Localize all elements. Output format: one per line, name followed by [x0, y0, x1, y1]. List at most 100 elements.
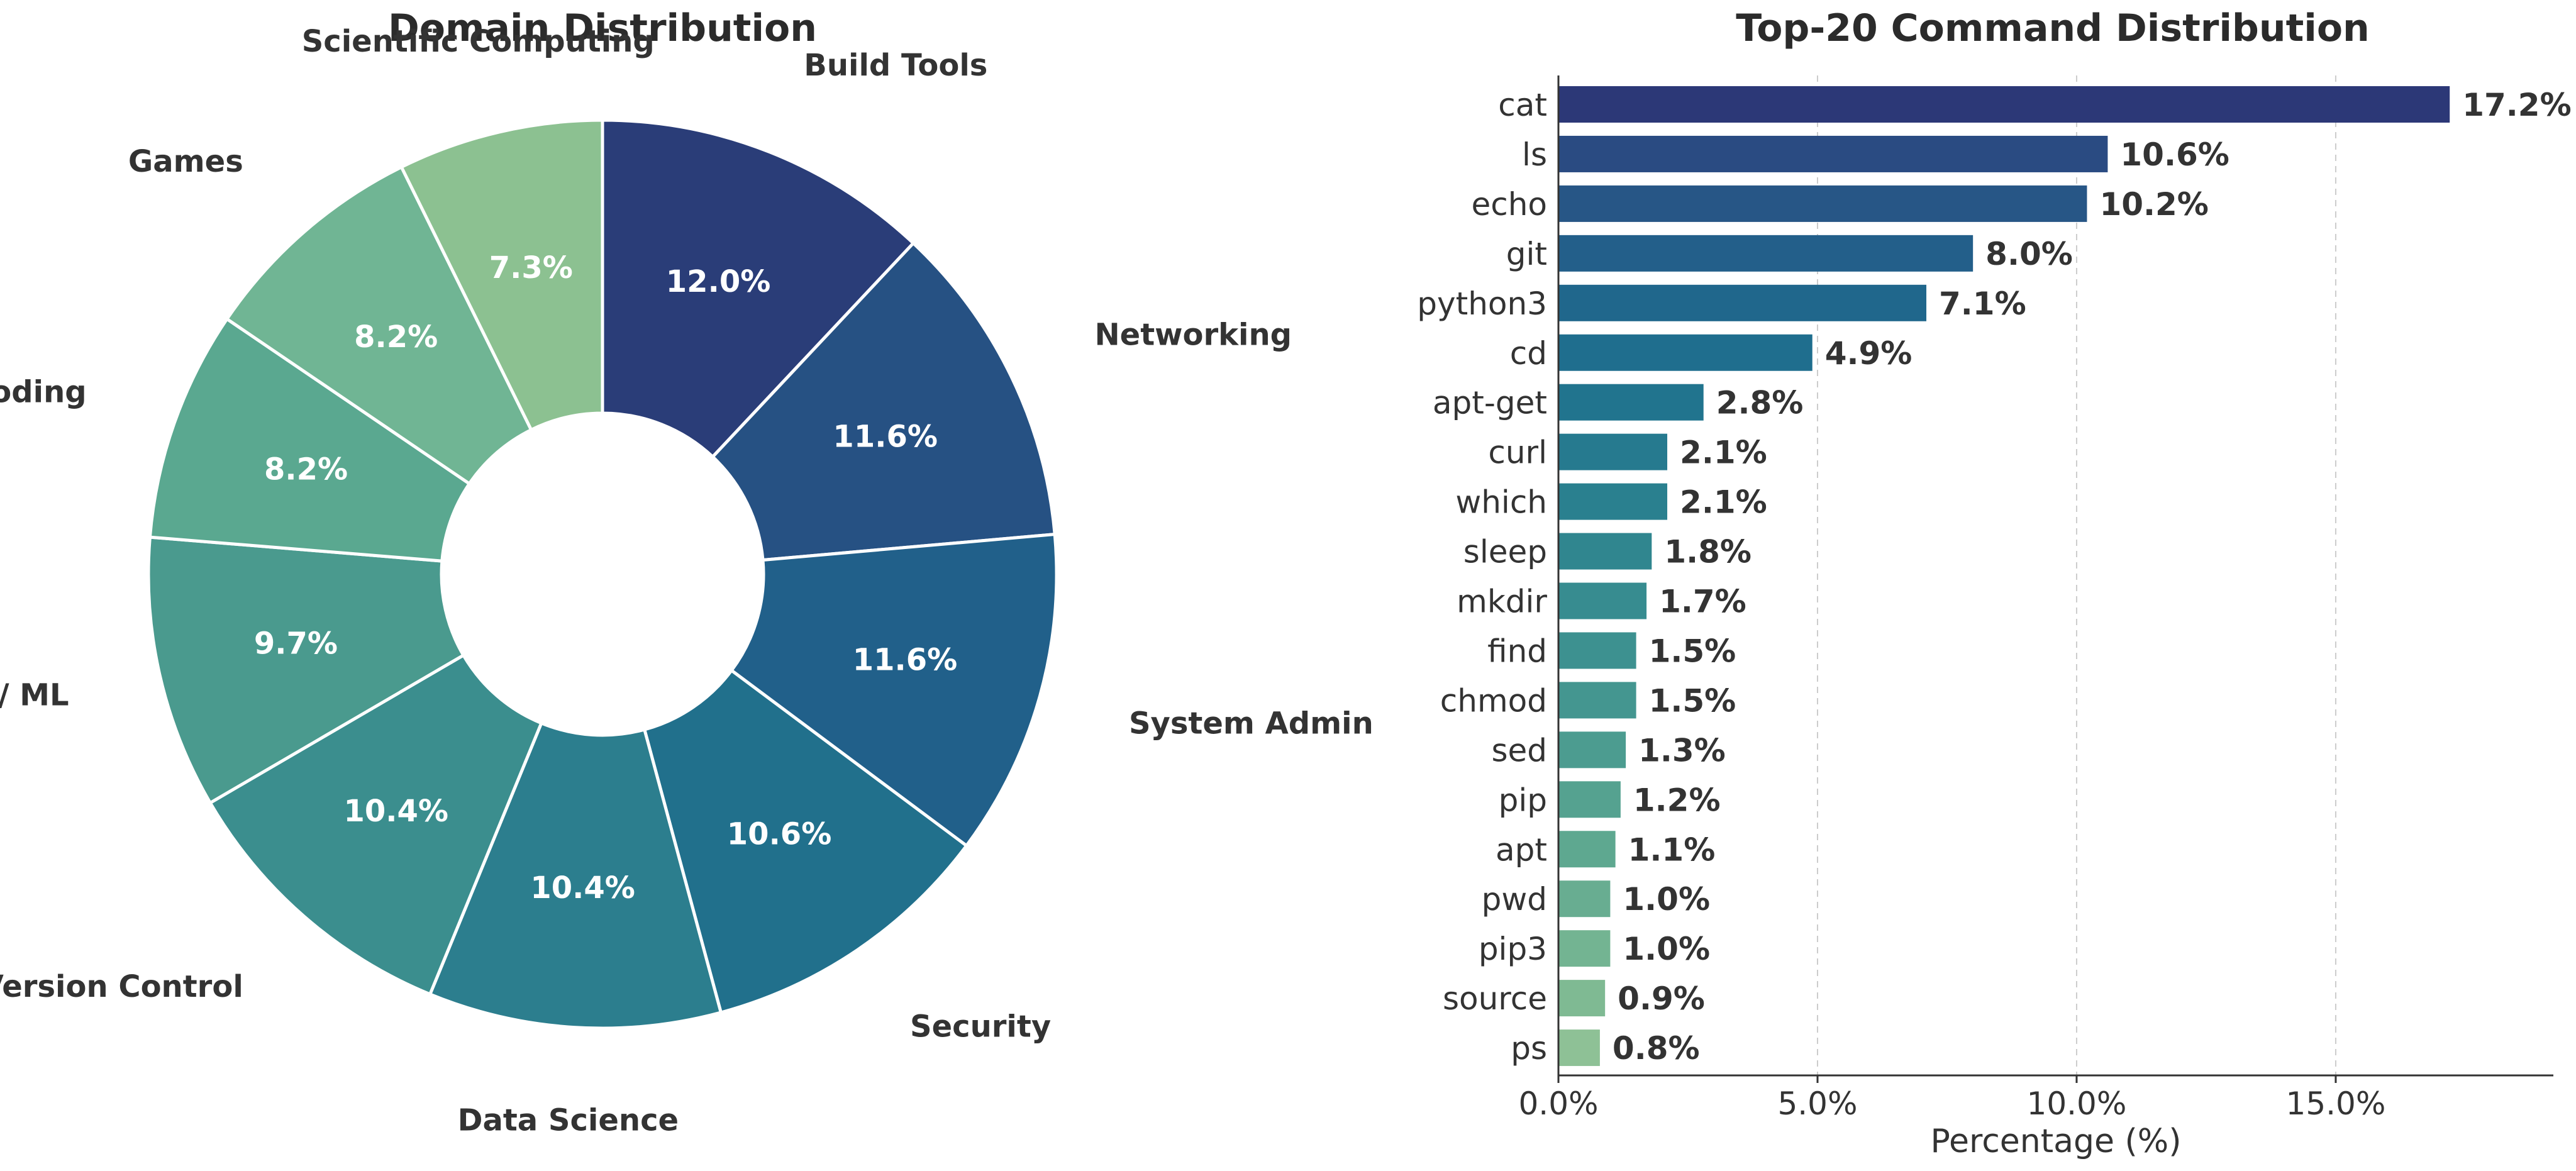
bar-cat [1558, 86, 2450, 123]
bar-apt [1558, 831, 1616, 868]
bar-category-label: git [1506, 236, 1547, 272]
pie-label-data-science: Data Science [458, 1102, 679, 1138]
bar-sleep [1558, 533, 1652, 570]
bar-category-label: chmod [1440, 682, 1547, 719]
pie-pct-system-admin: 11.6% [853, 642, 958, 677]
bar-value-label: 0.8% [1613, 1030, 1700, 1067]
x-tick-label: 5.0% [1777, 1085, 1857, 1122]
pie-slice-version-control [208, 653, 544, 997]
bar-value-label: 1.7% [1659, 584, 1746, 620]
bar-mkdir [1558, 582, 1647, 619]
bar-category-label: curl [1488, 435, 1547, 471]
pie-pct-scientific-computing: 7.3% [489, 250, 573, 286]
pie-slice-data-science [428, 721, 723, 1030]
pie-label-coding: Coding [0, 374, 87, 409]
pie-pct-security: 10.6% [727, 817, 832, 852]
x-tick-label: 15.0% [2286, 1085, 2386, 1122]
x-axis-ticks: 0.0% 5.0% 10.0% 15.0% [1518, 1075, 2385, 1122]
pie-slice-build-tools [601, 118, 916, 459]
pie-pct-build-tools: 12.0% [666, 264, 771, 299]
bar-cd [1558, 334, 1813, 371]
bar-category-label: cd [1510, 335, 1547, 372]
pie-slice-networking [710, 241, 1057, 562]
bar-value-label: 2.1% [1680, 484, 1767, 521]
pie-label-scientific-computing: Scientific Computing [302, 24, 655, 59]
pie-slice-security [642, 668, 969, 1015]
pie-slice-system-admin [729, 532, 1058, 848]
bar-category-label: python3 [1417, 286, 1547, 322]
bar-chmod [1558, 682, 1636, 719]
bar-apt-get [1558, 384, 1704, 421]
bar-value-label: 4.9% [1825, 335, 1913, 372]
pie-slice-scientific-computing [399, 118, 604, 432]
bar-category-label: apt [1496, 831, 1547, 868]
bar-sed [1558, 731, 1626, 769]
bar-category-label: pip3 [1479, 931, 1547, 967]
bar-value-label: 1.5% [1649, 682, 1736, 719]
pie-slice-coding [148, 316, 472, 563]
bar-category-label: source [1443, 980, 1547, 1017]
bar-value-label: 2.1% [1680, 435, 1767, 471]
bar-value-label: 10.2% [2099, 186, 2208, 223]
bar-category-label: pwd [1482, 881, 1547, 918]
bar-grid [1816, 75, 2336, 1075]
bar-curl [1558, 433, 1668, 470]
bar-category-label: sed [1491, 732, 1547, 769]
bar-value-label: 1.1% [1628, 831, 1716, 868]
bar-chart: cat 17.2% ls 10.6% echo 10.2% git 8.0% python3 7.… [1417, 86, 2572, 1067]
pie-pct-version-control: 10.4% [343, 794, 448, 829]
bar-value-label: 0.9% [1618, 980, 1705, 1017]
pie-label-security: Security [910, 1009, 1051, 1045]
x-tick-label: 10.0% [2027, 1085, 2127, 1122]
bar-find [1558, 632, 1636, 669]
pie-label-system-admin: System Admin [1129, 706, 1374, 741]
pie-pct-ai-ml: 9.7% [254, 626, 338, 662]
bar-source [1558, 980, 1606, 1017]
bar-category-label: which [1455, 484, 1547, 521]
pie-label-version-control: Version Control [0, 969, 243, 1004]
bar-value-label: 17.2% [2462, 87, 2571, 123]
bar-git [1558, 235, 1974, 272]
x-tick-label: 0.0% [1518, 1085, 1598, 1122]
bar-value-label: 1.2% [1633, 782, 1721, 818]
bar-category-label: ls [1522, 136, 1547, 173]
x-axis-label: Percentage (%) [1930, 1123, 2181, 1160]
pie-label-build-tools: Build Tools [804, 48, 987, 83]
bar-chart-title: Top-20 Command Distribution [1736, 6, 2370, 50]
bar-value-label: 1.5% [1649, 633, 1736, 669]
pie-pct-games: 8.2% [354, 319, 438, 355]
donut-chart: Build Tools 12.0% Networking 11.6% System Ad… [0, 24, 1374, 1138]
bar-value-label: 1.8% [1664, 534, 1752, 570]
pie-label-ai-ml: AI / ML [0, 677, 69, 713]
pie-label-networking: Networking [1094, 318, 1292, 353]
bar-category-label: ps [1511, 1030, 1547, 1067]
bar-pwd [1558, 880, 1611, 918]
pie-slice-ai-ml [147, 535, 466, 806]
bar-pip [1558, 781, 1621, 818]
bar-value-label: 8.0% [1985, 236, 2073, 272]
bar-value-label: 2.8% [1716, 385, 1804, 421]
bar-ls [1558, 135, 2108, 172]
pie-pct-networking: 11.6% [833, 419, 938, 454]
pie-pct-coding: 8.2% [264, 452, 348, 487]
pie-slice-games [225, 165, 534, 486]
pie-chart-title: Domain Distribution [388, 6, 817, 50]
bar-value-label: 10.6% [2120, 136, 2229, 173]
bar-value-label: 7.1% [1939, 286, 2026, 322]
bar-category-label: echo [1471, 186, 1547, 223]
bar-ps [1558, 1029, 1600, 1067]
pie-label-games: Games [128, 144, 243, 179]
bar-python3 [1558, 284, 1927, 321]
bar-category-label: pip [1499, 782, 1547, 818]
bar-category-label: cat [1498, 87, 1547, 123]
bar-category-label: find [1487, 633, 1547, 669]
bar-category-label: mkdir [1457, 584, 1547, 620]
bar-echo [1558, 185, 2087, 222]
bar-which [1558, 483, 1668, 520]
pie-pct-data-science: 10.4% [530, 870, 635, 906]
bar-value-label: 1.3% [1638, 732, 1726, 769]
bar-value-label: 1.0% [1623, 881, 1710, 918]
bar-pip3 [1558, 930, 1611, 967]
bar-category-label: sleep [1463, 534, 1547, 570]
